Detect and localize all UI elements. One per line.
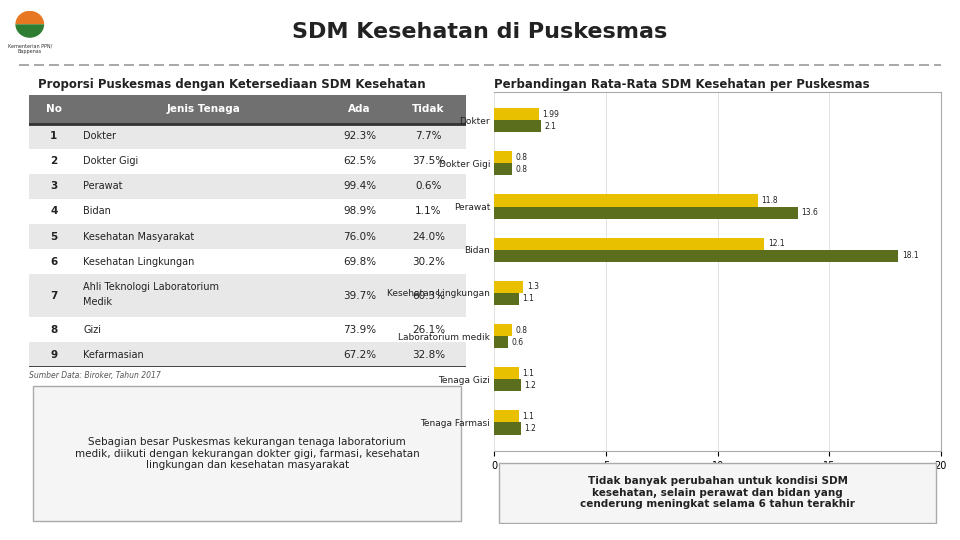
- FancyBboxPatch shape: [29, 124, 466, 149]
- Text: 13.6: 13.6: [802, 208, 818, 217]
- Text: 1.2: 1.2: [524, 424, 537, 433]
- Text: 32.8%: 32.8%: [412, 349, 445, 360]
- Text: Sebagian besar Puskesmas kekurangan tenaga laboratorium
medik, diikuti dengan ke: Sebagian besar Puskesmas kekurangan tena…: [75, 437, 420, 470]
- Bar: [494, 120, 541, 132]
- Text: 7.7%: 7.7%: [416, 131, 442, 141]
- Text: Proporsi Puskesmas dengan Ketersediaan SDM Kesehatan: Proporsi Puskesmas dengan Ketersediaan S…: [38, 78, 426, 91]
- Text: 1.1: 1.1: [522, 412, 534, 421]
- Text: 39.7%: 39.7%: [343, 291, 376, 301]
- Text: 73.9%: 73.9%: [343, 325, 376, 334]
- Text: 99.4%: 99.4%: [343, 181, 376, 191]
- Text: 1.1: 1.1: [522, 369, 534, 378]
- Text: 67.2%: 67.2%: [343, 349, 376, 360]
- Text: SDM Kesehatan di Puskesmas: SDM Kesehatan di Puskesmas: [293, 22, 667, 42]
- Text: Kesehatan Masyarakat: Kesehatan Masyarakat: [84, 232, 195, 241]
- FancyBboxPatch shape: [29, 317, 466, 342]
- Text: 92.3%: 92.3%: [343, 131, 376, 141]
- Text: 9: 9: [50, 349, 58, 360]
- FancyBboxPatch shape: [499, 463, 936, 523]
- Bar: [494, 238, 764, 250]
- Text: Kefarmasian: Kefarmasian: [84, 349, 144, 360]
- Text: 69.8%: 69.8%: [343, 256, 376, 267]
- Text: 0.8: 0.8: [516, 165, 528, 174]
- Bar: [494, 410, 519, 422]
- Text: 0.8: 0.8: [516, 326, 528, 335]
- Text: Dokter Gigi: Dokter Gigi: [84, 156, 138, 166]
- Wedge shape: [15, 11, 44, 24]
- Text: 0.6%: 0.6%: [416, 181, 442, 191]
- Bar: [494, 250, 899, 262]
- Bar: [494, 422, 521, 435]
- Text: 11.8: 11.8: [761, 196, 778, 205]
- Text: Sumber Data: Biroker, Tahun 2017: Sumber Data: Biroker, Tahun 2017: [29, 372, 160, 380]
- Text: 4: 4: [50, 206, 58, 217]
- Text: Tidak: Tidak: [412, 104, 444, 114]
- Text: 1.99: 1.99: [542, 110, 559, 119]
- FancyBboxPatch shape: [29, 94, 466, 124]
- Text: 98.9%: 98.9%: [343, 206, 376, 217]
- Text: Kesehatan Lingkungan: Kesehatan Lingkungan: [84, 256, 195, 267]
- Text: 24.0%: 24.0%: [412, 232, 445, 241]
- Text: 5: 5: [50, 232, 58, 241]
- Text: 1.1: 1.1: [522, 294, 534, 303]
- Text: Bidan: Bidan: [84, 206, 111, 217]
- Text: 60.3%: 60.3%: [412, 291, 445, 301]
- Text: 37.5%: 37.5%: [412, 156, 445, 166]
- Text: 62.5%: 62.5%: [343, 156, 376, 166]
- Text: Gizi: Gizi: [84, 325, 102, 334]
- Text: Tidak banyak perubahan untuk kondisi SDM
kesehatan, selain perawat dan bidan yan: Tidak banyak perubahan untuk kondisi SDM…: [580, 476, 855, 509]
- Bar: [494, 207, 798, 219]
- Text: 8: 8: [50, 325, 58, 334]
- Text: Kementerian PPN/
Bappenas: Kementerian PPN/ Bappenas: [8, 43, 52, 54]
- Text: Dokter: Dokter: [84, 131, 116, 141]
- Bar: [494, 336, 508, 348]
- FancyBboxPatch shape: [29, 249, 466, 274]
- FancyBboxPatch shape: [29, 224, 466, 249]
- Text: 0.6: 0.6: [511, 338, 523, 347]
- Bar: [494, 293, 519, 305]
- FancyBboxPatch shape: [29, 148, 466, 174]
- Text: No: No: [46, 104, 61, 114]
- Bar: [494, 367, 519, 379]
- FancyBboxPatch shape: [29, 199, 466, 224]
- Text: Jenis Tenaga: Jenis Tenaga: [167, 104, 240, 114]
- Text: Perawat: Perawat: [84, 181, 123, 191]
- Text: 6: 6: [50, 256, 58, 267]
- Text: 12.1: 12.1: [768, 239, 784, 248]
- Text: 3: 3: [50, 181, 58, 191]
- Bar: [494, 108, 539, 120]
- Text: Ahli Teknologi Laboratorium: Ahli Teknologi Laboratorium: [84, 282, 220, 292]
- Text: Medik: Medik: [84, 297, 112, 307]
- Bar: [494, 164, 513, 176]
- Text: 1.3: 1.3: [527, 282, 539, 292]
- Text: 1: 1: [50, 131, 58, 141]
- Text: 26.1%: 26.1%: [412, 325, 445, 334]
- Text: 2: 2: [50, 156, 58, 166]
- Bar: [494, 324, 513, 336]
- Wedge shape: [15, 24, 44, 38]
- Text: 1.1%: 1.1%: [416, 206, 442, 217]
- Text: 18.1: 18.1: [901, 251, 919, 260]
- Text: Ada: Ada: [348, 104, 371, 114]
- Text: 7: 7: [50, 291, 58, 301]
- Bar: [494, 281, 523, 293]
- Text: 30.2%: 30.2%: [412, 256, 445, 267]
- Text: 1.2: 1.2: [524, 381, 537, 390]
- Text: 76.0%: 76.0%: [343, 232, 376, 241]
- FancyBboxPatch shape: [29, 342, 466, 367]
- FancyBboxPatch shape: [29, 274, 466, 317]
- Bar: [494, 151, 513, 164]
- FancyBboxPatch shape: [34, 386, 461, 521]
- FancyBboxPatch shape: [29, 174, 466, 199]
- Bar: [494, 379, 521, 392]
- Text: 0.8: 0.8: [516, 153, 528, 162]
- Bar: [494, 194, 757, 207]
- Legend: Risfaskes 2011, Risnakes 2017: Risfaskes 2011, Risnakes 2017: [585, 477, 780, 493]
- Text: Perbandingan Rata-Rata SDM Kesehatan per Puskesmas: Perbandingan Rata-Rata SDM Kesehatan per…: [494, 78, 870, 91]
- Text: 2.1: 2.1: [544, 122, 557, 131]
